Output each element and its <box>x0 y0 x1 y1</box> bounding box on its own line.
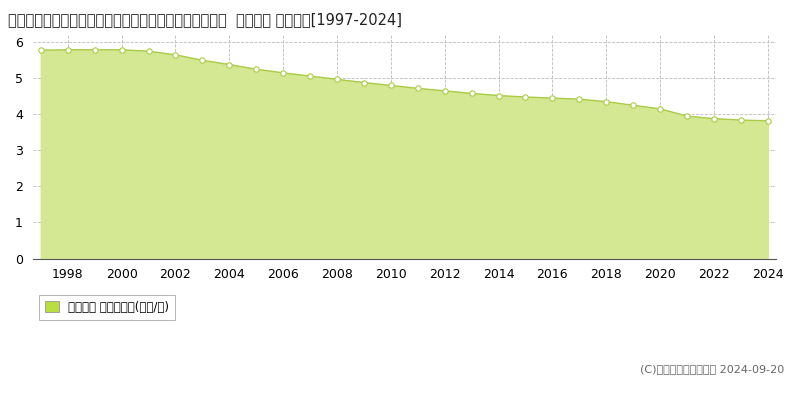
Point <box>196 57 209 64</box>
Legend: 基準地価 平均坪単価(万円/坪): 基準地価 平均坪単価(万円/坪) <box>38 295 175 320</box>
Point <box>654 106 666 112</box>
Point <box>169 52 182 58</box>
Point <box>573 96 586 102</box>
Point <box>546 95 559 101</box>
Point <box>438 88 451 94</box>
Point <box>223 61 236 68</box>
Point <box>627 102 640 108</box>
Point <box>250 66 262 72</box>
Point <box>142 48 155 54</box>
Point <box>304 73 317 79</box>
Point <box>330 76 343 82</box>
Point <box>519 94 532 100</box>
Text: 長野県北佐久郡立科町大字芦田字上町屋敷２６８７番１  基準地価 地価推移[1997-2024]: 長野県北佐久郡立科町大字芦田字上町屋敷２６８７番１ 基準地価 地価推移[1997… <box>8 12 402 27</box>
Point <box>411 85 424 92</box>
Point <box>492 92 505 99</box>
Point <box>600 98 613 105</box>
Point <box>762 118 774 124</box>
Point <box>707 116 720 122</box>
Point <box>358 79 370 86</box>
Point <box>62 46 74 53</box>
Point <box>466 90 478 96</box>
Point <box>115 46 128 53</box>
Point <box>88 46 101 53</box>
Point <box>385 82 398 89</box>
Text: (C)土地価格ドットコム 2024-09-20: (C)土地価格ドットコム 2024-09-20 <box>640 364 784 374</box>
Point <box>34 47 47 53</box>
Point <box>277 70 290 76</box>
Point <box>734 117 747 123</box>
Point <box>681 113 694 119</box>
